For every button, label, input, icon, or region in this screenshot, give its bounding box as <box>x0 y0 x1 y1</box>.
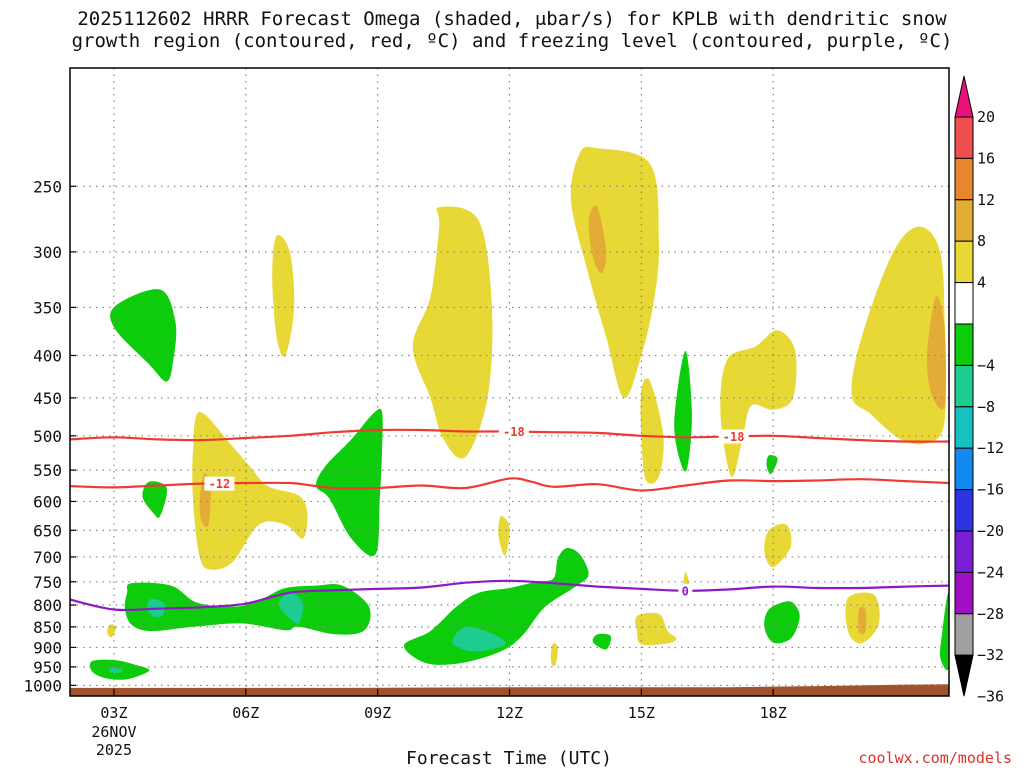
omega-region-6 <box>192 411 308 570</box>
contour-label-bg <box>498 424 529 439</box>
x-tick-label-15Z: 15Z <box>628 704 655 722</box>
omega-region-23 <box>766 455 778 475</box>
colorbar-tick-label-1: 20 <box>977 108 995 126</box>
omega-region-19 <box>110 289 177 382</box>
colorbar-tick-label-11: −24 <box>977 563 1004 581</box>
x-tick-date: 26NOV <box>91 723 136 741</box>
omega-region-4 <box>412 206 493 459</box>
y-tick-label-550: 550 <box>33 461 62 480</box>
gridlines <box>70 68 949 696</box>
y-tick-label-300: 300 <box>33 243 62 262</box>
omega-region-9 <box>851 226 947 445</box>
omega-region-31 <box>939 593 949 671</box>
colorbar-bin-5 <box>954 282 974 325</box>
colorbar-bin-4 <box>954 240 974 284</box>
credit-text: coolwx.com/models <box>858 749 1012 767</box>
x-axis-label: Forecast Time (UTC) <box>406 748 612 768</box>
omega-region-10 <box>926 296 946 410</box>
omega-region-30 <box>764 601 800 644</box>
omega-region-13 <box>858 606 867 635</box>
omega-region-20 <box>142 481 168 519</box>
colorbar-tick-label-12: −28 <box>977 605 1004 623</box>
y-tick-label-700: 700 <box>33 548 62 567</box>
omega-region-26 <box>278 592 304 624</box>
omega-region-28 <box>452 626 506 652</box>
y-tick-label-400: 400 <box>33 346 62 365</box>
colorbar-bin-2 <box>954 157 974 201</box>
colorbar-tick-label-13: −32 <box>977 646 1004 664</box>
contour-label-bg <box>204 476 235 491</box>
x-tick-label-18Z: 18Z <box>760 704 787 722</box>
colorbar-bin-6 <box>954 323 974 366</box>
colorbar-tick-label-5: 4 <box>977 274 986 292</box>
colorbar-tick-label-4: 8 <box>977 232 986 250</box>
omega-region-17 <box>550 643 558 667</box>
y-tick-label-1000: 1000 <box>23 676 62 695</box>
y-tick-label-950: 950 <box>33 658 62 677</box>
y-tick-label-850: 850 <box>33 618 62 637</box>
y-tick-label-450: 450 <box>33 389 62 408</box>
x-tick-label-09Z: 09Z <box>364 704 391 722</box>
colorbar: 20 16 12 8 4 −4 −8 −12 −16 −20 −24 −28 −32 −36 <box>954 75 1004 706</box>
colorbar-bin-1 <box>954 116 974 159</box>
colorbar-bin-7 <box>954 364 974 408</box>
omega-region-33 <box>109 667 123 674</box>
title-line-1: 2025112602 HRRR Forecast Omega (shaded, … <box>77 8 947 30</box>
omega-region-14 <box>635 612 677 646</box>
colorbar-over-arrow <box>954 75 974 118</box>
colorbar-tick-label-14: −36 <box>977 688 1004 706</box>
omega-region-24 <box>124 582 371 635</box>
x-tick-year: 2025 <box>96 741 132 759</box>
omega-region-22 <box>674 350 692 472</box>
colorbar-bin-3 <box>954 199 974 242</box>
y-tick-label-650: 650 <box>33 521 62 540</box>
y-axis-ticks: 2503003504004505005506006507007508008509… <box>23 177 76 695</box>
contour-line-3 <box>70 579 949 612</box>
x-tick-label-03Z: 03Z <box>100 704 127 722</box>
colorbar-tick-label-7: −8 <box>977 398 995 416</box>
omega-region-2 <box>640 378 664 484</box>
y-tick-label-900: 900 <box>33 638 62 657</box>
colorbar-tick-label-6: −4 <box>977 356 995 374</box>
omega-region-15 <box>498 515 510 556</box>
y-tick-label-600: 600 <box>33 492 62 511</box>
colorbar-tick-label-3: 12 <box>977 191 995 209</box>
omega-region-21 <box>316 408 383 557</box>
contour-label-bg <box>718 429 749 444</box>
y-tick-label-800: 800 <box>33 596 62 615</box>
colorbar-bin-13 <box>954 613 974 656</box>
colorbar-bin-12 <box>954 571 974 615</box>
contour-lines: -18 -18 -12 0 <box>70 424 949 612</box>
y-tick-label-750: 750 <box>33 573 62 592</box>
contour-label-1-1: -18 <box>503 425 525 439</box>
y-tick-label-350: 350 <box>33 298 62 317</box>
colorbar-bin-8 <box>954 406 974 449</box>
contour-label-bg <box>678 583 693 598</box>
colorbar-tick-label-10: −20 <box>977 522 1004 540</box>
colorbar-tick-label-8: −12 <box>977 439 1004 457</box>
colorbar-bin-11 <box>954 530 974 573</box>
omega-region-27 <box>403 547 589 665</box>
contour-label-2-1: -12 <box>209 477 231 491</box>
colorbar-tick-label-9: −16 <box>977 481 1004 499</box>
colorbar-under-arrow <box>954 654 974 697</box>
omega-region-29 <box>592 633 611 650</box>
y-tick-label-250: 250 <box>33 177 62 196</box>
omega-region-5 <box>272 234 295 357</box>
contour-label-1-2: -18 <box>723 430 745 444</box>
chart-title: 2025112602 HRRR Forecast Omega (shaded, … <box>0 8 1024 52</box>
contour-label-3-1: 0 <box>682 584 689 598</box>
x-tick-label-06Z: 06Z <box>232 704 259 722</box>
title-line-2: growth region (contoured, red, ºC) and f… <box>71 30 953 52</box>
x-tick-label-12Z: 12Z <box>496 704 523 722</box>
colorbar-bin-10 <box>954 489 974 532</box>
y-tick-label-500: 500 <box>33 427 62 446</box>
omega-region-3 <box>588 205 607 273</box>
colorbar-bin-9 <box>954 447 974 491</box>
omega-region-11 <box>764 523 792 568</box>
colorbar-tick-label-2: 16 <box>977 149 995 167</box>
